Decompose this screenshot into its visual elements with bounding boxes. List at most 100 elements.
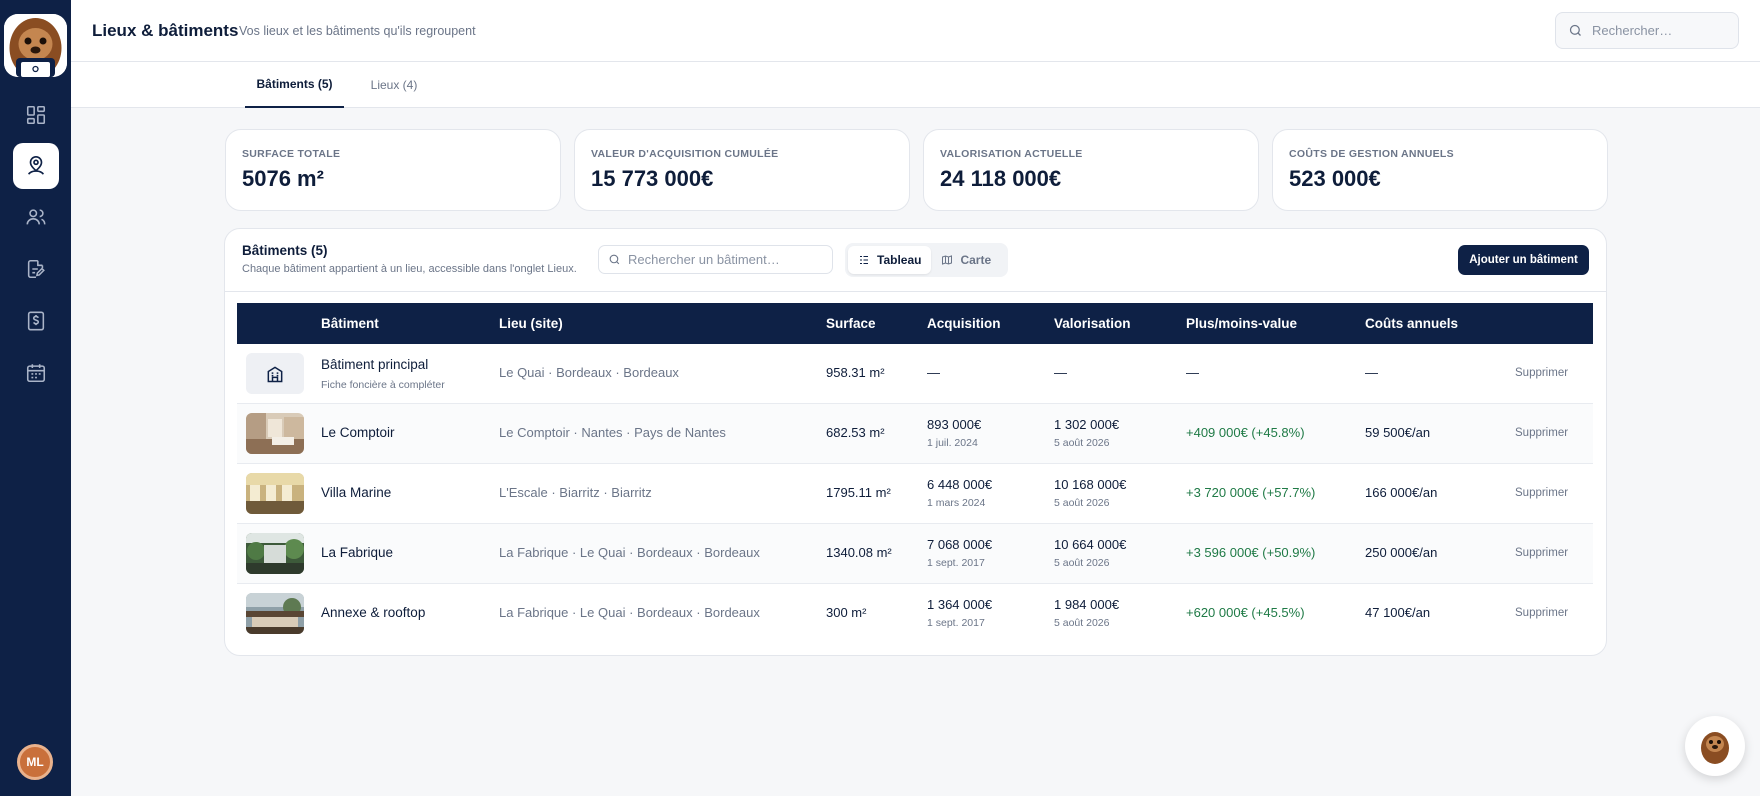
table-row[interactable]: Le Comptoir Le Comptoir · Nantes · Pays … bbox=[237, 404, 1593, 464]
building-photo bbox=[246, 473, 304, 514]
building-name: Le Comptoir bbox=[321, 425, 395, 440]
building-surface: 958.31 m² bbox=[826, 365, 885, 380]
kpi-value: 523 000€ bbox=[1289, 166, 1381, 191]
building-search-placeholder: Rechercher un bâtiment… bbox=[628, 252, 780, 267]
mascot-icon bbox=[1701, 732, 1729, 764]
building-acquisition: 6 448 000€ bbox=[927, 477, 993, 492]
document-edit-icon bbox=[27, 259, 45, 279]
building-site: Le Quai · Bordeaux · Bordeaux bbox=[499, 365, 679, 380]
delete-button[interactable]: Supprimer bbox=[1515, 427, 1569, 439]
column-header[interactable]: Plus/moins-value bbox=[1186, 316, 1298, 331]
building-name: Villa Marine bbox=[321, 485, 392, 500]
search-icon bbox=[609, 254, 620, 265]
building-photo bbox=[246, 533, 304, 574]
acquisition-date: 1 sept. 2017 bbox=[927, 557, 985, 569]
tabs-bar: Bâtiments (5) Lieux (4) bbox=[71, 62, 1760, 108]
building-name: La Fabrique bbox=[321, 545, 394, 560]
building-photo bbox=[246, 593, 304, 634]
building-thumbnail bbox=[246, 353, 304, 394]
sidebar: ML bbox=[0, 0, 71, 796]
search-icon bbox=[1569, 24, 1581, 36]
acquisition-date: 1 mars 2024 bbox=[927, 497, 986, 509]
delete-button[interactable]: Supprimer bbox=[1515, 367, 1569, 379]
table-icon bbox=[860, 255, 868, 265]
kpi-card-acquisition: VALEUR D'ACQUISITION CUMULÉE 15 773 000€ bbox=[574, 129, 910, 211]
valuation-date: 5 août 2026 bbox=[1054, 437, 1110, 449]
panel-divider bbox=[225, 291, 1606, 292]
kpi-label: COÛTS DE GESTION ANNUELS bbox=[1289, 148, 1454, 160]
building-site: L'Escale · Biarritz · Biarritz bbox=[499, 485, 652, 500]
users-icon bbox=[26, 209, 46, 225]
global-search-input[interactable]: Rechercher… bbox=[1555, 12, 1739, 49]
buildings-panel: Bâtiments (5) Chaque bâtiment appartient… bbox=[224, 228, 1607, 656]
building-acquisition: — bbox=[927, 365, 940, 380]
kpi-value: 24 118 000€ bbox=[940, 166, 1062, 191]
table-row[interactable]: La Fabrique La Fabrique · Le Quai · Bord… bbox=[237, 524, 1593, 584]
column-header[interactable]: Surface bbox=[826, 316, 876, 331]
acquisition-date: 1 sept. 2017 bbox=[927, 617, 985, 629]
valuation-date: 5 août 2026 bbox=[1054, 557, 1110, 569]
tab-buildings[interactable]: Bâtiments (5) bbox=[245, 62, 344, 108]
column-header[interactable]: Bâtiment bbox=[321, 316, 379, 331]
view-toggle: Tableau Carte bbox=[845, 243, 1008, 277]
building-acquisition: 1 364 000€ bbox=[927, 597, 993, 612]
table-row[interactable]: Annexe & rooftop La Fabrique · Le Quai ·… bbox=[237, 584, 1593, 644]
building-surface: 682.53 m² bbox=[826, 425, 885, 440]
building-valuation: 1 984 000€ bbox=[1054, 597, 1120, 612]
building-costs: 250 000€/an bbox=[1365, 545, 1438, 560]
assistant-button[interactable] bbox=[1685, 716, 1745, 776]
building-site: Le Comptoir · Nantes · Pays de Nantes bbox=[499, 425, 726, 440]
building-costs: 166 000€/an bbox=[1365, 485, 1438, 500]
building-gain: +3 720 000€ (+57.7%) bbox=[1186, 485, 1316, 500]
location-person-icon bbox=[27, 156, 45, 175]
kpi-value: 5076 m² bbox=[242, 166, 324, 191]
building-gain: +3 596 000€ (+50.9%) bbox=[1186, 545, 1316, 560]
kpi-label: SURFACE TOTALE bbox=[242, 148, 341, 160]
building-valuation: 1 302 000€ bbox=[1054, 417, 1120, 432]
nav-users[interactable] bbox=[13, 194, 59, 240]
kpi-card-surface: SURFACE TOTALE 5076 m² bbox=[225, 129, 561, 211]
building-name: Bâtiment principal bbox=[321, 357, 429, 372]
table-row[interactable]: Villa Marine L'Escale · Biarritz · Biarr… bbox=[237, 464, 1593, 524]
building-costs: 59 500€/an bbox=[1365, 425, 1431, 440]
panel-subtitle: Chaque bâtiment appartient à un lieu, ac… bbox=[242, 263, 577, 275]
column-header[interactable]: Valorisation bbox=[1054, 316, 1131, 331]
kpi-value: 15 773 000€ bbox=[591, 166, 714, 191]
building-site: La Fabrique · Le Quai · Bordeaux · Borde… bbox=[499, 545, 760, 560]
column-header[interactable]: Acquisition bbox=[927, 316, 1001, 331]
user-avatar[interactable]: ML bbox=[17, 744, 53, 780]
global-search-placeholder: Rechercher… bbox=[1592, 23, 1673, 38]
acquisition-date: 1 juil. 2024 bbox=[927, 437, 978, 449]
table-row[interactable]: Bâtiment principal Fiche foncière à comp… bbox=[237, 344, 1593, 404]
kpi-card-costs: COÛTS DE GESTION ANNUELS 523 000€ bbox=[1272, 129, 1608, 211]
view-table-button[interactable]: Tableau bbox=[848, 246, 932, 274]
building-search-input[interactable]: Rechercher un bâtiment… bbox=[598, 245, 833, 274]
building-surface: 1795.11 m² bbox=[826, 485, 891, 500]
delete-button[interactable]: Supprimer bbox=[1515, 487, 1569, 499]
page-subtitle: Vos lieux et les bâtiments qu'ils regrou… bbox=[239, 24, 476, 38]
add-building-button[interactable]: Ajouter un bâtiment bbox=[1458, 245, 1589, 275]
building-acquisition: 7 068 000€ bbox=[927, 537, 993, 552]
nav-invoices[interactable] bbox=[13, 298, 59, 344]
calendar-icon bbox=[26, 364, 46, 383]
panel-title: Bâtiments (5) bbox=[242, 243, 328, 258]
tab-places[interactable]: Lieux (4) bbox=[370, 78, 418, 92]
nav-documents[interactable] bbox=[13, 246, 59, 292]
view-table-label: Tableau bbox=[877, 253, 922, 267]
nav-calendar[interactable] bbox=[13, 350, 59, 396]
invoice-icon bbox=[27, 311, 45, 331]
table-header: Bâtiment Lieu (site) Surface Acquisition… bbox=[237, 303, 1593, 344]
app-logo[interactable] bbox=[4, 14, 67, 77]
view-map-button[interactable]: Carte bbox=[931, 246, 1001, 274]
delete-button[interactable]: Supprimer bbox=[1515, 607, 1569, 619]
column-header[interactable]: Lieu (site) bbox=[499, 316, 563, 331]
valuation-date: 5 août 2026 bbox=[1054, 497, 1110, 509]
nav-places[interactable] bbox=[13, 143, 59, 189]
delete-button[interactable]: Supprimer bbox=[1515, 547, 1569, 559]
building-surface: 300 m² bbox=[826, 605, 867, 620]
building-surface: 1340.08 m² bbox=[826, 545, 892, 560]
column-header[interactable]: Coûts annuels bbox=[1365, 316, 1459, 331]
nav-dashboard[interactable] bbox=[13, 92, 59, 138]
building-acquisition: 893 000€ bbox=[927, 417, 982, 432]
building-name: Annexe & rooftop bbox=[321, 605, 426, 620]
